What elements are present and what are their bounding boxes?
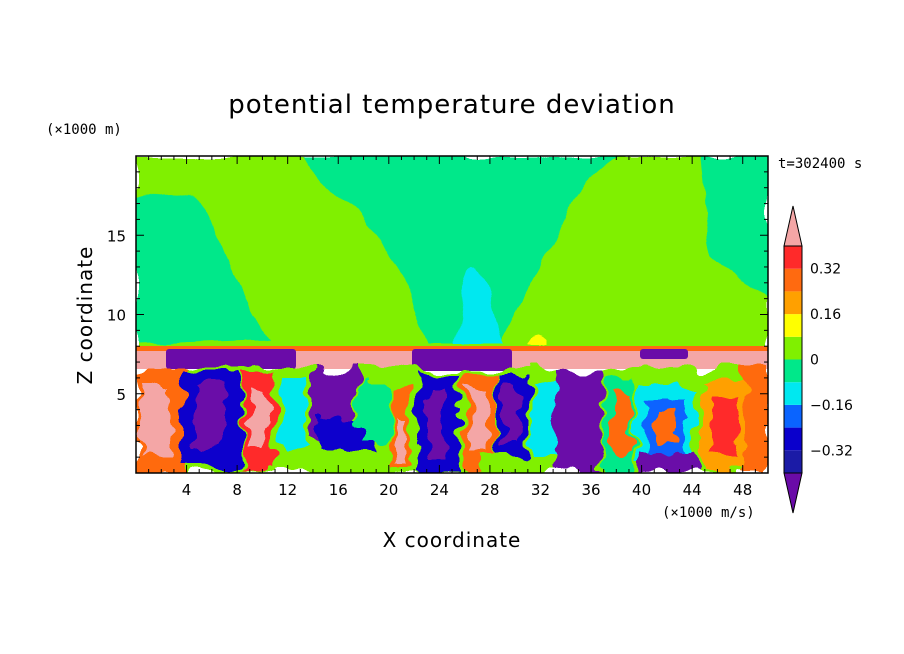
colorbar-extend-top [783,205,803,247]
y-unit-label: (×1000 m) [46,122,122,138]
x-tick-label: 28 [480,481,499,499]
y-tick-label: 5 [116,386,126,404]
y-tick-label: 10 [107,307,126,325]
x-tick-label: 4 [182,481,192,499]
colorbar-segment [784,291,802,315]
colorbar-segment [784,382,802,405]
x-tick-label: 12 [278,481,297,499]
lower-turbulence [136,368,768,473]
colorbar-segment [784,268,802,292]
colorbar-segment [784,314,802,337]
x-tick-label: 48 [733,481,752,499]
colorbar-segment [784,359,802,383]
x-unit-label: (×1000 m/s) [662,505,755,521]
colorbar-frame [783,245,803,474]
x-tick-label: 20 [379,481,398,499]
heatmap-plot [136,156,768,473]
colorbar-label: −0.16 [810,398,853,414]
x-tick-label: 32 [531,481,550,499]
colorbar-segment [784,336,802,360]
colorbar-label: 0 [810,353,819,369]
time-label: t=302400 s [778,156,862,172]
interface-layer [136,346,768,371]
y-tick-label: 15 [107,227,126,245]
x-axis: 4 8 12 16 20 24 28 32 36 40 44 48 [148,156,756,499]
x-axis-label: X coordinate [383,528,522,552]
colorbar: 0.32 0.16 0 −0.16 −0.32 [783,205,853,514]
colorbar-label: −0.32 [810,443,853,459]
upper-field [136,156,768,351]
colorbar-segment [784,404,802,428]
x-tick-label: 16 [329,481,348,499]
x-tick-label: 36 [581,481,600,499]
x-tick-label: 44 [683,481,702,499]
colorbar-segment [784,450,802,473]
chart-title: potential temperature deviation [228,90,675,120]
colorbar-extend-bottom [783,472,803,514]
colorbar-segment [784,427,802,451]
colorbar-label: 0.32 [810,262,841,278]
y-axis: 5 10 15 [107,171,768,458]
y-axis-label: Z coordinate [73,246,97,385]
x-tick-label: 40 [632,481,651,499]
colorbar-segment [784,246,802,269]
x-tick-label: 24 [430,481,449,499]
x-tick-label: 8 [232,481,242,499]
colorbar-label: 0.16 [810,307,841,323]
